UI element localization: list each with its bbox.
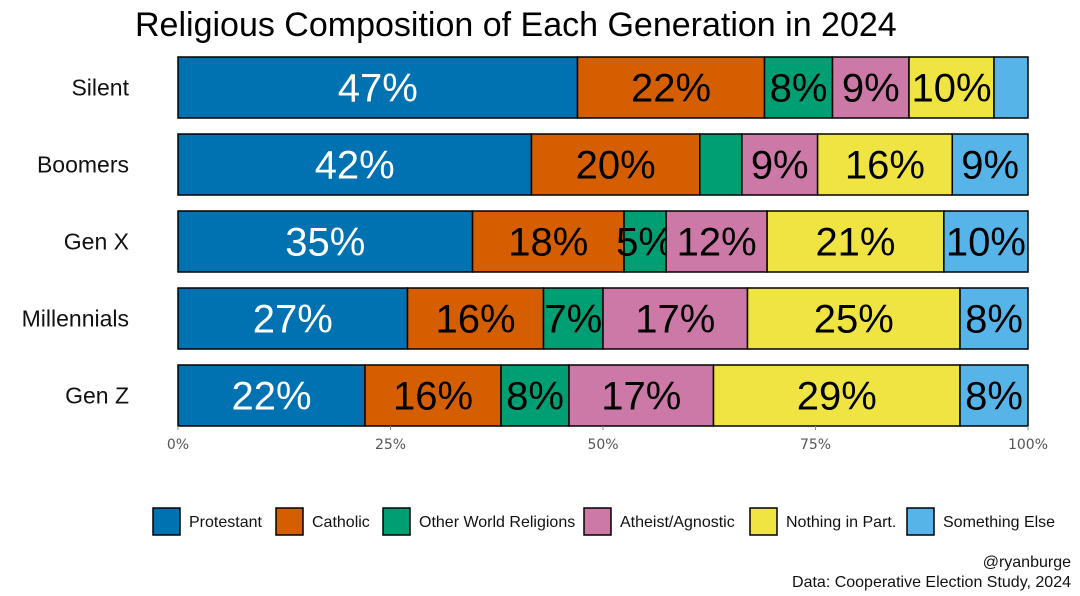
data-label-gen-z-catholic: 16% bbox=[393, 375, 473, 419]
data-label-millennials-catholic: 16% bbox=[435, 298, 515, 342]
bar-segment-millennials-catholic bbox=[406, 287, 545, 350]
author-credit: @ryanburge bbox=[983, 554, 1071, 571]
data-label-silent-other-world-religions: 8% bbox=[770, 67, 828, 111]
legend-swatch-something-else bbox=[906, 507, 935, 536]
data-label-gen-z-protestant: 22% bbox=[231, 375, 311, 419]
bar-segment-boomers-nothing-in-part bbox=[816, 133, 954, 196]
bar-segment-gen-x-other-world-religions bbox=[623, 210, 667, 273]
category-label-gen-z: Gen Z bbox=[65, 383, 129, 409]
chart-title: Religious Composition of Each Generation… bbox=[135, 6, 897, 44]
x-tick-label: 100% bbox=[1008, 437, 1048, 453]
bar-segment-gen-z-something-else bbox=[959, 364, 1029, 427]
data-label-silent-nothing-in-part: 10% bbox=[911, 67, 991, 111]
legend-label-something-else: Something Else bbox=[943, 514, 1055, 531]
bar-segment-boomers-something-else bbox=[951, 133, 1029, 196]
bars-group: 47% 22% 8% 9% 10%42% 20% 9% 16% 9%35% 18% 5% 12% 21%… bbox=[177, 56, 1029, 427]
bar-segment-millennials-nothing-in-part bbox=[746, 287, 961, 350]
data-label-gen-x-catholic: 18% bbox=[508, 221, 588, 265]
bar-segment-gen-x-atheist-agnostic bbox=[665, 210, 768, 273]
data-label-silent-atheist-agnostic: 9% bbox=[842, 67, 900, 111]
data-label-gen-x-something-else: 10% bbox=[946, 221, 1026, 265]
bar-segment-millennials-atheist-agnostic bbox=[602, 287, 749, 350]
bar-segment-gen-x-catholic bbox=[471, 210, 625, 273]
legend-label-other-world-religions: Other World Religions bbox=[419, 514, 575, 531]
category-label-boomers: Boomers bbox=[37, 152, 129, 178]
bar-segment-silent-protestant bbox=[177, 56, 579, 119]
data-label-gen-z-something-else: 8% bbox=[965, 375, 1023, 419]
data-label-gen-x-other-world-religions: 5% bbox=[616, 221, 674, 265]
data-label-gen-x-atheist-agnostic: 12% bbox=[677, 221, 757, 265]
data-source: Data: Cooperative Election Study, 2024 bbox=[792, 574, 1071, 591]
data-label-millennials-protestant: 27% bbox=[253, 298, 333, 342]
bar-segment-millennials-something-else bbox=[959, 287, 1029, 350]
legend-swatch-catholic bbox=[275, 507, 304, 536]
data-label-boomers-atheist-agnostic: 9% bbox=[751, 144, 809, 188]
data-label-millennials-atheist-agnostic: 17% bbox=[635, 298, 715, 342]
bar-segment-boomers-atheist-agnostic bbox=[741, 133, 819, 196]
category-label-silent: Silent bbox=[71, 75, 129, 101]
x-tick-label: 50% bbox=[587, 437, 618, 453]
data-label-boomers-catholic: 20% bbox=[576, 144, 656, 188]
bar-segment-gen-z-nothing-in-part bbox=[712, 364, 961, 427]
bar-segment-boomers-catholic bbox=[530, 133, 701, 196]
category-labels: Silent Boomers Gen X Millennials Gen Z bbox=[22, 75, 130, 409]
data-label-boomers-nothing-in-part: 16% bbox=[845, 144, 925, 188]
legend-label-protestant: Protestant bbox=[189, 514, 262, 531]
category-label-gen-x: Gen X bbox=[64, 229, 129, 255]
legend: Protestant Catholic Other World Religions A… bbox=[152, 507, 1055, 536]
category-label-millennials: Millennials bbox=[22, 306, 129, 332]
x-tick-label: 0% bbox=[167, 437, 189, 453]
x-tick-label: 25% bbox=[375, 437, 406, 453]
x-tick-label: 75% bbox=[800, 437, 831, 453]
bar-segment-silent-something-else bbox=[993, 56, 1029, 119]
legend-swatch-other-world-religions bbox=[382, 507, 411, 536]
data-label-gen-z-nothing-in-part: 29% bbox=[797, 375, 877, 419]
data-label-silent-catholic: 22% bbox=[631, 67, 711, 111]
bar-segment-gen-x-something-else bbox=[943, 210, 1029, 273]
data-label-gen-x-protestant: 35% bbox=[285, 221, 365, 265]
bar-segment-boomers-other-world-religions bbox=[699, 133, 743, 196]
legend-label-catholic: Catholic bbox=[312, 514, 370, 531]
data-label-silent-protestant: 47% bbox=[338, 67, 418, 111]
bar-segment-millennials-other-world-religions bbox=[542, 287, 604, 350]
legend-swatch-atheist-agnostic bbox=[583, 507, 612, 536]
data-label-boomers-something-else: 9% bbox=[961, 144, 1019, 188]
data-label-millennials-other-world-religions: 7% bbox=[544, 298, 602, 342]
bar-segment-boomers-protestant bbox=[177, 133, 533, 196]
data-label-gen-x-nothing-in-part: 21% bbox=[815, 221, 895, 265]
legend-label-nothing-in-part: Nothing in Part. bbox=[786, 514, 896, 531]
data-label-gen-z-atheist-agnostic: 17% bbox=[601, 375, 681, 419]
bar-segment-gen-z-protestant bbox=[177, 364, 366, 427]
bar-segment-silent-other-world-religions bbox=[763, 56, 834, 119]
legend-label-atheist-agnostic: Atheist/Agnostic bbox=[620, 514, 735, 531]
data-label-millennials-nothing-in-part: 25% bbox=[814, 298, 894, 342]
bar-segment-silent-nothing-in-part bbox=[908, 56, 995, 119]
x-axis: 0% 25% 50% 75% 100% bbox=[167, 426, 1048, 453]
data-label-boomers-protestant: 42% bbox=[315, 144, 395, 188]
data-label-gen-z-other-world-religions: 8% bbox=[506, 375, 564, 419]
bar-segment-silent-catholic bbox=[576, 56, 766, 119]
bar-segment-millennials-protestant bbox=[177, 287, 409, 350]
legend-swatch-protestant bbox=[152, 507, 181, 536]
legend-swatch-nothing-in-part bbox=[749, 507, 778, 536]
data-label-millennials-something-else: 8% bbox=[965, 298, 1023, 342]
bar-segment-gen-z-other-world-religions bbox=[500, 364, 570, 427]
